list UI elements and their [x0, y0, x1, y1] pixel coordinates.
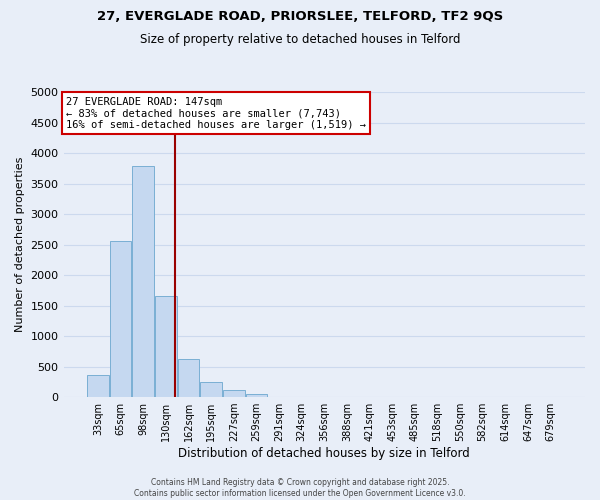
Bar: [155, 296, 176, 397]
Text: 27, EVERGLADE ROAD, PRIORSLEE, TELFORD, TF2 9QS: 27, EVERGLADE ROAD, PRIORSLEE, TELFORD, …: [97, 10, 503, 23]
Y-axis label: Number of detached properties: Number of detached properties: [15, 157, 25, 332]
Text: 27 EVERGLADE ROAD: 147sqm
← 83% of detached houses are smaller (7,743)
16% of se: 27 EVERGLADE ROAD: 147sqm ← 83% of detac…: [66, 96, 366, 130]
Bar: [200, 382, 222, 397]
Bar: [87, 374, 109, 397]
X-axis label: Distribution of detached houses by size in Telford: Distribution of detached houses by size …: [178, 447, 470, 460]
Text: Size of property relative to detached houses in Telford: Size of property relative to detached ho…: [140, 32, 460, 46]
Text: Contains HM Land Registry data © Crown copyright and database right 2025.
Contai: Contains HM Land Registry data © Crown c…: [134, 478, 466, 498]
Bar: [178, 360, 199, 397]
Bar: [110, 242, 131, 397]
Bar: [245, 394, 267, 397]
Bar: [133, 166, 154, 397]
Bar: [223, 390, 245, 397]
